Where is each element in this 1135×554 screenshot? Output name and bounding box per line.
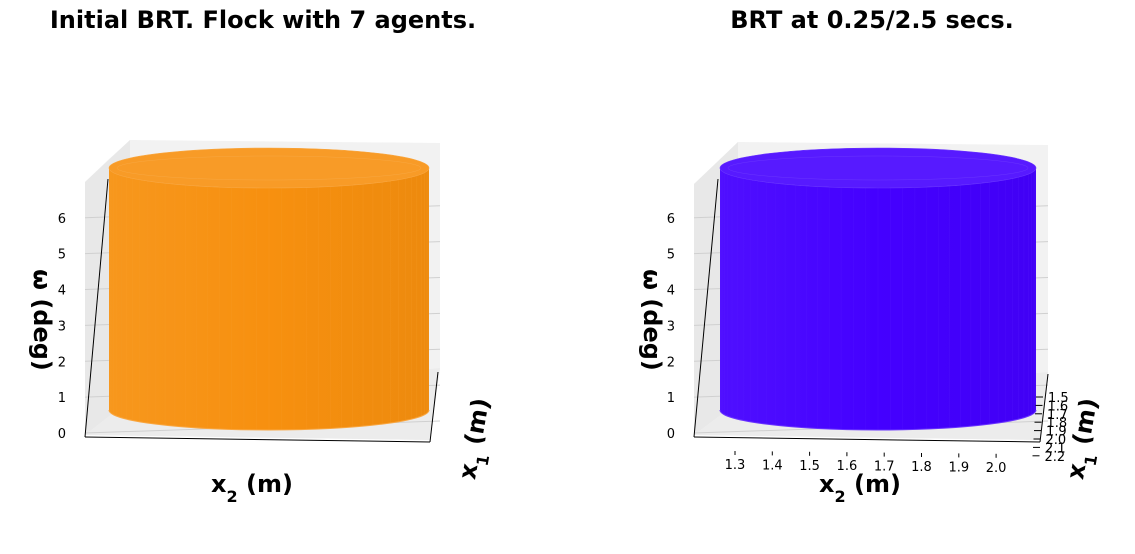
x-tick-label: 1.3 (725, 458, 746, 473)
x-tick-label: 1.8 (911, 460, 932, 475)
cylinder-top-mesh (116, 155, 422, 181)
y-axis-label: x1 (m) (1061, 396, 1110, 483)
cylinder-top (719, 147, 1037, 189)
y-tick-label: 1.5 (1048, 391, 1069, 406)
x-tick-label: 1.5 (799, 459, 820, 474)
cylinder-top (108, 147, 430, 189)
cylinder-bottom-rim (108, 409, 430, 431)
x-tick-label: 1.4 (762, 458, 783, 473)
z-tick-label: 5 (667, 248, 675, 263)
x-tick-label: 2.0 (986, 461, 1007, 476)
x-axis-label: x2 (m) (211, 470, 293, 506)
x-axis-line (693, 436, 1041, 443)
x-tick-label: 1.7 (874, 460, 895, 475)
x-axis-line (84, 436, 431, 443)
z-axis-line (693, 178, 719, 438)
y-tick-label: 2.0 (1046, 433, 1067, 448)
z-tick-label: 0 (667, 427, 675, 442)
y-tick-label: 2.2 (1045, 450, 1066, 465)
y-tick-label: 1.9 (1046, 425, 1067, 440)
z-axis-label: ω (deg) (28, 269, 56, 371)
z-tick-label: 6 (58, 212, 66, 227)
z-tick-label: 2 (667, 355, 675, 370)
chart-title-right: BRT at 0.25/2.5 secs. (730, 6, 1014, 34)
z-tick-label: 5 (58, 248, 66, 263)
z-tick-label: 4 (58, 284, 66, 299)
z-tick-label: 6 (667, 212, 675, 227)
z-tick-label: 0 (58, 427, 66, 442)
z-tick-label: 2 (58, 355, 66, 370)
x-tick-label: 1.6 (837, 459, 858, 474)
z-tick-label: 1 (58, 391, 66, 406)
cylinder-top-mesh (727, 155, 1029, 181)
z-axis-label: ω (deg) (638, 269, 666, 371)
y-axis-label: x1 (m) (453, 396, 502, 483)
y-axis-line (1039, 373, 1049, 443)
z-tick-label: 3 (58, 319, 66, 334)
y-tick-label: 1.7 (1047, 408, 1068, 423)
y-tick-label: 1.8 (1047, 416, 1068, 431)
z-axis-line (84, 178, 109, 438)
y-tick-label: 2.1 (1045, 441, 1066, 456)
z-tick-label: 1 (667, 391, 675, 406)
plot-left: 0 1 2 3 4 5 6 ω (deg) x2 (m) x1 (m) (28, 140, 502, 506)
chart-title-left: Initial BRT. Flock with 7 agents. (49, 6, 477, 34)
cylinder-bottom-rim (719, 409, 1037, 431)
z-tick-label: 3 (667, 319, 675, 334)
z-tick-label: 4 (667, 284, 675, 299)
x-axis-label: x2 (m) (819, 470, 901, 506)
y-axis-line (429, 371, 439, 443)
y-tick-label: 1.6 (1048, 399, 1069, 414)
x-tick-label: 1.9 (948, 460, 969, 475)
